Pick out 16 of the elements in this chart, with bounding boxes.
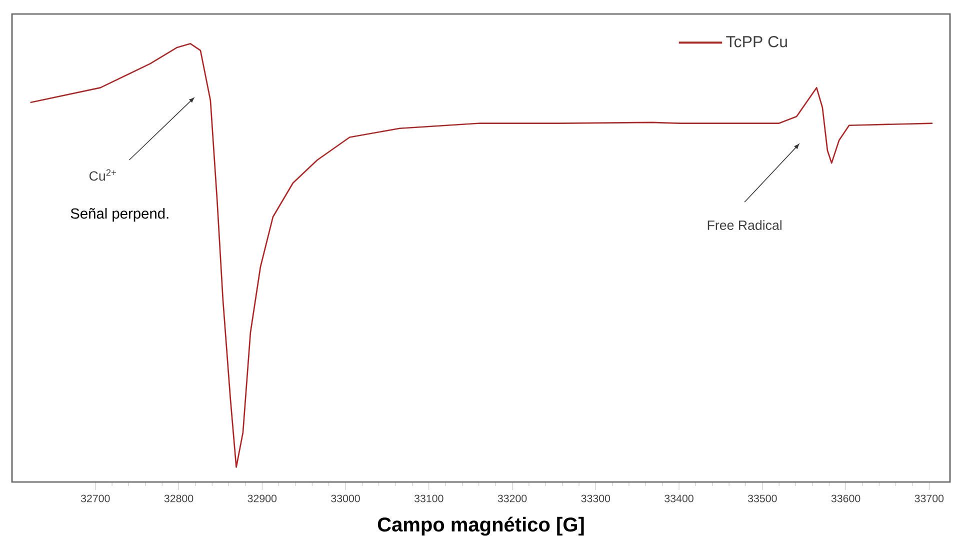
x-tick-label: 33400 bbox=[664, 494, 694, 502]
x-axis-title: Campo magnético [G] bbox=[378, 516, 584, 536]
x-tick-label: 32800 bbox=[164, 494, 194, 502]
annotation: Señal perpend. bbox=[70, 208, 168, 222]
x-tick-label: 33700 bbox=[914, 494, 944, 502]
x-tick-label: 33200 bbox=[498, 494, 527, 502]
annotation: Cu$^{2+}$ bbox=[89, 169, 116, 181]
x-tick-label: 33500 bbox=[748, 494, 777, 502]
x-tick-label: 32900 bbox=[248, 494, 277, 502]
x-tick-label: 33600 bbox=[831, 494, 860, 502]
x-tick-label: 33100 bbox=[414, 494, 444, 502]
legend-label: TcPP Cu bbox=[726, 36, 787, 48]
annotation: Free Radical bbox=[708, 220, 782, 230]
x-tick-label: 33300 bbox=[581, 494, 610, 502]
x-tick-label: 32700 bbox=[80, 494, 110, 502]
x-tick-label: 33000 bbox=[331, 494, 360, 502]
